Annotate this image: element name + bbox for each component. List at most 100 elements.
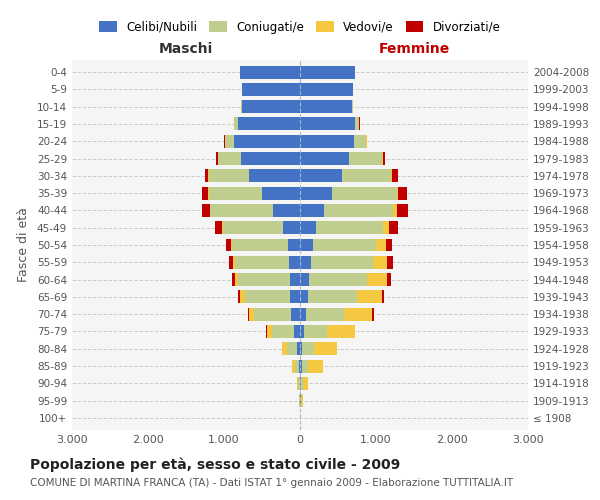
Bar	[290, 273, 300, 286]
Bar	[300, 290, 308, 304]
Bar	[234, 118, 300, 130]
Bar	[300, 394, 301, 407]
Bar	[300, 290, 357, 304]
Bar	[232, 238, 300, 252]
Bar	[300, 83, 353, 96]
Bar	[300, 360, 323, 372]
Bar	[287, 342, 300, 355]
Bar	[240, 66, 300, 78]
Bar	[238, 273, 300, 286]
Bar	[300, 308, 306, 320]
Bar	[300, 186, 332, 200]
Bar	[300, 273, 367, 286]
Bar	[218, 152, 300, 165]
Bar	[300, 256, 388, 269]
Bar	[300, 118, 355, 130]
Bar	[300, 118, 359, 130]
Bar	[231, 238, 300, 252]
Bar	[238, 290, 300, 304]
Bar	[240, 66, 300, 78]
Bar	[300, 325, 355, 338]
Bar	[242, 83, 300, 96]
Bar	[300, 221, 316, 234]
Bar	[300, 100, 353, 113]
Bar	[299, 394, 300, 407]
Bar	[300, 342, 337, 355]
Bar	[238, 118, 300, 130]
Bar	[299, 360, 300, 372]
Bar	[292, 360, 300, 372]
Bar	[300, 204, 323, 217]
Bar	[295, 360, 300, 372]
Bar	[300, 273, 309, 286]
Bar	[300, 135, 354, 147]
Bar	[232, 273, 300, 286]
Bar	[300, 308, 344, 320]
Bar	[300, 83, 353, 96]
Bar	[235, 273, 300, 286]
Bar	[300, 100, 353, 113]
Bar	[300, 66, 355, 78]
Bar	[239, 290, 300, 304]
Text: Maschi: Maschi	[159, 42, 213, 56]
Bar	[300, 394, 303, 407]
Bar	[209, 186, 300, 200]
Bar	[235, 256, 300, 269]
Bar	[300, 152, 383, 165]
Y-axis label: Fasce di età: Fasce di età	[17, 208, 30, 282]
Bar	[300, 377, 301, 390]
Bar	[245, 290, 300, 304]
Bar	[242, 83, 300, 96]
Bar	[215, 221, 300, 234]
Bar	[249, 170, 300, 182]
Bar	[300, 238, 313, 252]
Bar	[300, 377, 308, 390]
Bar	[300, 66, 355, 78]
Bar	[300, 100, 353, 113]
Bar	[300, 66, 355, 78]
Bar	[254, 308, 300, 320]
Bar	[291, 308, 300, 320]
Bar	[300, 152, 349, 165]
Bar	[300, 135, 366, 147]
Bar	[300, 186, 398, 200]
Legend: Celibi/Nubili, Coniugati/e, Vedovi/e, Divorziati/e: Celibi/Nubili, Coniugati/e, Vedovi/e, Di…	[95, 16, 505, 38]
Bar	[300, 83, 353, 96]
Bar	[234, 118, 300, 130]
Bar	[298, 377, 300, 390]
Bar	[300, 308, 372, 320]
Bar	[298, 377, 300, 390]
Bar	[300, 290, 385, 304]
Bar	[300, 204, 407, 217]
Bar	[242, 83, 300, 96]
Bar	[233, 256, 300, 269]
Bar	[300, 342, 302, 355]
Bar	[241, 100, 300, 113]
Text: Popolazione per età, sesso e stato civile - 2009: Popolazione per età, sesso e stato civil…	[30, 458, 400, 472]
Bar	[300, 394, 301, 407]
Bar	[300, 204, 397, 217]
Bar	[300, 273, 391, 286]
Bar	[300, 325, 328, 338]
Bar	[300, 394, 303, 407]
Bar	[300, 204, 394, 217]
Bar	[300, 238, 386, 252]
Bar	[300, 360, 323, 372]
Bar	[224, 135, 300, 147]
Bar	[300, 170, 398, 182]
Bar	[300, 170, 342, 182]
Bar	[300, 256, 373, 269]
Text: Femmine: Femmine	[379, 42, 449, 56]
Bar	[300, 221, 389, 234]
Bar	[300, 118, 359, 130]
Bar	[242, 83, 300, 96]
Bar	[240, 66, 300, 78]
Bar	[300, 325, 304, 338]
Bar	[288, 238, 300, 252]
Bar	[300, 170, 392, 182]
Bar	[225, 135, 300, 147]
Bar	[241, 100, 300, 113]
Bar	[289, 256, 300, 269]
Bar	[300, 342, 337, 355]
Bar	[299, 394, 300, 407]
